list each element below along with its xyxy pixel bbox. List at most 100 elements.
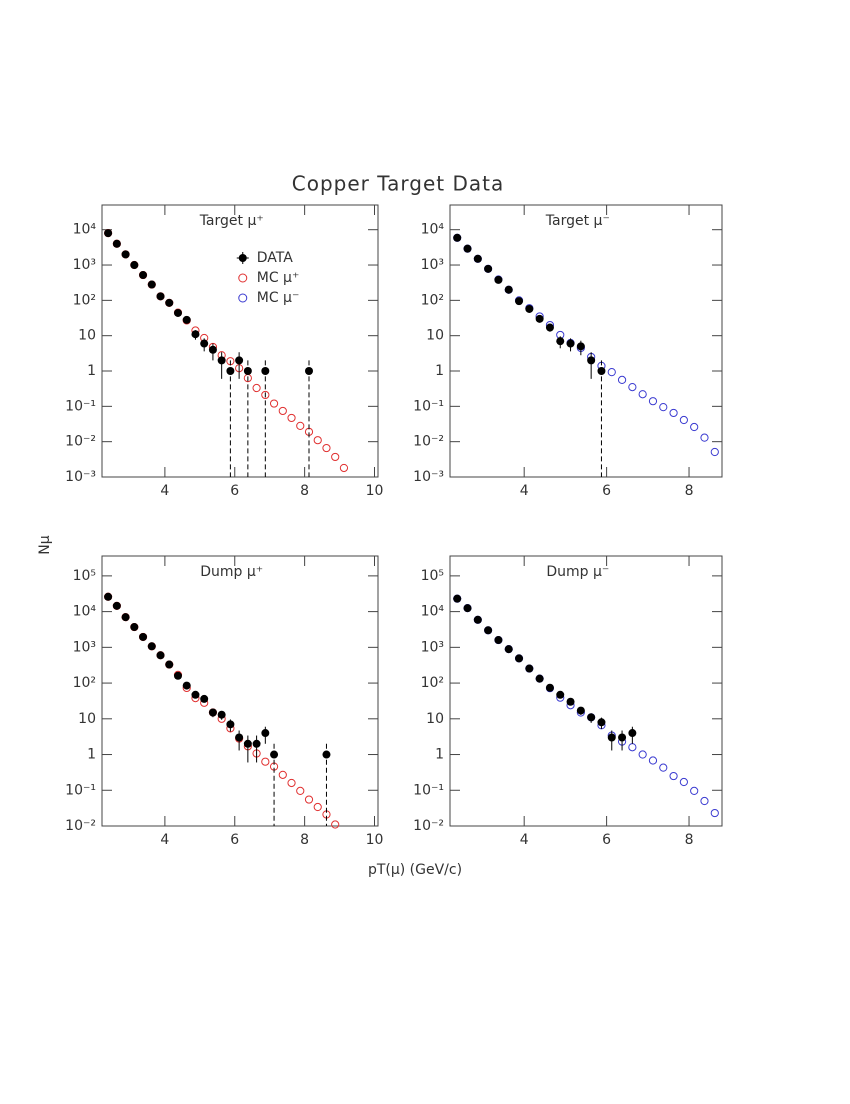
data-point bbox=[566, 697, 575, 706]
mc-point bbox=[638, 390, 647, 399]
data-point bbox=[628, 729, 637, 738]
mc-point bbox=[261, 390, 270, 400]
legend-label: MC μ⁺ bbox=[257, 270, 300, 286]
data-point bbox=[165, 298, 174, 307]
y-tick-label: 10⁴ bbox=[421, 604, 445, 620]
data-point bbox=[217, 356, 226, 365]
y-tick-label: 10⁻¹ bbox=[65, 782, 96, 798]
data-point bbox=[156, 651, 165, 660]
x-tick-label: 6 bbox=[602, 832, 611, 848]
data-point bbox=[473, 254, 482, 263]
data-point bbox=[453, 233, 462, 242]
data-point bbox=[463, 604, 472, 613]
mc-point bbox=[659, 763, 668, 772]
x-tick-label: 4 bbox=[520, 832, 529, 848]
y-tick-label: 10⁵ bbox=[421, 568, 444, 584]
y-tick-label: 1 bbox=[435, 747, 444, 763]
mc-point bbox=[313, 436, 322, 445]
data-point bbox=[112, 239, 121, 248]
data-point bbox=[535, 674, 544, 683]
x-tick-label: 8 bbox=[685, 483, 694, 499]
mc-point bbox=[269, 399, 279, 408]
y-tick-label: 10² bbox=[421, 675, 444, 691]
data-point bbox=[104, 229, 113, 238]
data-point bbox=[112, 601, 121, 610]
y-tick-label: 10⁻² bbox=[65, 818, 96, 834]
data-point bbox=[261, 729, 270, 738]
x-tick-label: 4 bbox=[160, 832, 169, 848]
y-tick-label: 10⁴ bbox=[421, 222, 445, 238]
figure-title: Copper Target Data bbox=[292, 172, 504, 196]
y-tick-label: 10 bbox=[78, 711, 96, 727]
data-point bbox=[556, 337, 565, 346]
legend-marker bbox=[238, 293, 248, 303]
data-point bbox=[208, 708, 217, 717]
data-point bbox=[147, 280, 156, 289]
panel-title: Dump μ⁻ bbox=[546, 564, 609, 580]
legend-label: MC μ⁻ bbox=[257, 290, 300, 306]
x-tick-label: 10 bbox=[366, 483, 384, 499]
y-tick-label: 10 bbox=[78, 328, 96, 344]
y-tick-label: 10⁵ bbox=[73, 568, 96, 584]
data-point bbox=[104, 592, 113, 601]
mc-point bbox=[331, 820, 340, 829]
data-point bbox=[191, 690, 200, 699]
mc-point bbox=[304, 795, 314, 804]
y-tick-label: 10 bbox=[426, 711, 444, 727]
mc-point bbox=[659, 403, 668, 412]
data-point bbox=[217, 710, 226, 719]
y-tick-label: 10³ bbox=[421, 257, 444, 273]
x-axis-label: pT(μ) (GeV/c) bbox=[368, 862, 462, 878]
mc-point bbox=[648, 397, 658, 406]
mc-point bbox=[252, 383, 261, 393]
data-point bbox=[173, 671, 182, 680]
y-tick-label: 1 bbox=[87, 747, 96, 763]
y-tick-label: 10 bbox=[426, 328, 444, 344]
mc-point bbox=[261, 757, 270, 766]
mc-point bbox=[679, 777, 688, 787]
legend-marker bbox=[238, 273, 248, 283]
x-tick-label: 8 bbox=[300, 483, 309, 499]
data-point bbox=[473, 615, 482, 624]
x-tick-label: 6 bbox=[230, 832, 239, 848]
x-tick-label: 6 bbox=[230, 483, 239, 499]
y-tick-label: 10² bbox=[421, 292, 444, 308]
data-point bbox=[226, 367, 235, 376]
y-tick-label: 10⁴ bbox=[73, 222, 97, 238]
y-tick-label: 10⁻¹ bbox=[65, 398, 96, 414]
data-point bbox=[261, 367, 270, 376]
data-point bbox=[182, 681, 191, 690]
panel-title: Target μ⁺ bbox=[199, 213, 264, 229]
mc-point bbox=[339, 463, 349, 473]
mc-point bbox=[628, 743, 637, 752]
x-tick-label: 4 bbox=[520, 483, 529, 499]
data-point bbox=[173, 308, 182, 317]
y-tick-label: 10² bbox=[73, 292, 96, 308]
y-tick-label: 10⁻¹ bbox=[413, 782, 444, 798]
data-point bbox=[576, 342, 585, 351]
mc-point bbox=[278, 770, 287, 779]
data-point bbox=[515, 654, 524, 663]
mc-point bbox=[710, 808, 719, 818]
mc-point bbox=[296, 786, 305, 796]
mc-point bbox=[700, 433, 709, 442]
data-point bbox=[525, 304, 534, 313]
data-point bbox=[121, 250, 130, 259]
y-tick-label: 10⁻³ bbox=[413, 469, 444, 485]
mc-point bbox=[296, 421, 305, 430]
data-point bbox=[597, 367, 606, 376]
data-point bbox=[556, 690, 565, 699]
data-point bbox=[607, 733, 616, 742]
data-point bbox=[243, 367, 252, 376]
data-point bbox=[576, 706, 585, 715]
data-point bbox=[515, 297, 524, 306]
panel-title: Target μ⁻ bbox=[545, 213, 610, 229]
mc-point bbox=[607, 368, 616, 377]
data-point bbox=[535, 314, 544, 323]
data-point bbox=[545, 683, 554, 692]
x-tick-label: 8 bbox=[300, 832, 309, 848]
data-point bbox=[587, 356, 596, 365]
data-point bbox=[200, 339, 209, 348]
